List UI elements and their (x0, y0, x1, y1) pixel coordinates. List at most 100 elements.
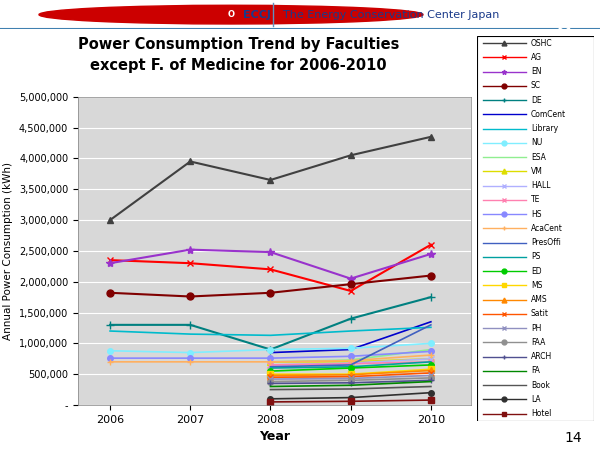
ESA (347, 357, 354, 363)
Text: Power Consumption Trend by Faculties
except F. of Medicine for 2006-2010: Power Consumption Trend by Faculties exc… (78, 37, 399, 73)
Satit (267, 374, 274, 380)
Line: Satit: Satit (268, 370, 434, 380)
LA (427, 390, 434, 396)
ESA (267, 359, 274, 364)
FA (427, 379, 434, 384)
Text: SC: SC (531, 81, 541, 90)
NU (347, 346, 354, 351)
AMS (427, 368, 434, 373)
Text: AG: AG (531, 53, 542, 62)
Text: FA: FA (531, 366, 539, 375)
Text: DE: DE (531, 96, 541, 105)
Text: Library: Library (531, 124, 558, 133)
AG (187, 261, 194, 266)
Line: DE: DE (106, 293, 435, 354)
AcaCent (187, 359, 194, 364)
MS (267, 372, 274, 377)
FA (347, 382, 354, 388)
Text: OSHC: OSHC (531, 39, 553, 48)
OSHC (187, 159, 194, 164)
AMS (347, 372, 354, 378)
Text: HALL: HALL (531, 181, 550, 190)
X-axis label: Year: Year (259, 430, 290, 443)
AcaCent (347, 358, 354, 363)
Y-axis label: Annual Power Consumption (kWh): Annual Power Consumption (kWh) (4, 162, 13, 340)
OSHC (106, 217, 113, 223)
HS (187, 356, 194, 361)
PS (427, 359, 434, 364)
Library (427, 324, 434, 330)
Line: ARCH: ARCH (268, 378, 434, 386)
Text: ESA: ESA (531, 153, 545, 162)
Book (427, 384, 434, 389)
Text: HS: HS (531, 210, 541, 219)
ED (267, 369, 274, 374)
Text: PS: PS (531, 252, 540, 261)
OSHC (347, 153, 354, 158)
Text: TE: TE (531, 195, 540, 204)
PS (347, 364, 354, 369)
Line: VM: VM (268, 356, 434, 364)
Line: Library: Library (110, 327, 431, 335)
DE (427, 294, 434, 300)
Text: ECCJ: ECCJ (243, 9, 271, 20)
Text: NU: NU (531, 139, 542, 148)
Line: PresOffi: PresOffi (271, 325, 431, 367)
Line: Hotel: Hotel (268, 397, 434, 405)
Satit (427, 370, 434, 376)
Line: HS: HS (107, 349, 434, 361)
Line: AG: AG (107, 241, 434, 294)
HALL (267, 362, 274, 368)
Line: MS: MS (268, 366, 434, 377)
FAA (427, 375, 434, 381)
FA (267, 384, 274, 389)
AG (427, 242, 434, 248)
SC (347, 281, 354, 287)
Library (106, 328, 113, 334)
AcaCent (106, 359, 113, 364)
Text: Book: Book (531, 381, 550, 390)
EN (427, 251, 434, 256)
Line: SC: SC (107, 272, 434, 300)
Text: Hotel: Hotel (531, 409, 551, 418)
Line: FA: FA (271, 382, 431, 387)
Line: ED: ED (268, 362, 434, 374)
HS (106, 356, 113, 361)
AMS (267, 373, 274, 378)
AG (267, 267, 274, 272)
Text: The Energy Conservation Center Japan: The Energy Conservation Center Japan (276, 9, 499, 20)
LA (267, 396, 274, 401)
Text: ComCent: ComCent (531, 110, 566, 119)
HALL (347, 360, 354, 366)
TE (427, 359, 434, 364)
PH (347, 376, 354, 381)
Text: 14: 14 (565, 432, 582, 446)
VM (267, 359, 274, 364)
EN (187, 247, 194, 252)
HS (267, 356, 274, 361)
Line: EN: EN (106, 246, 435, 283)
ARCH (267, 381, 274, 386)
VM (427, 356, 434, 361)
OSHC (267, 177, 274, 183)
Hotel (347, 399, 354, 404)
Text: ✿: ✿ (554, 17, 574, 37)
Hotel (267, 399, 274, 405)
PH (427, 373, 434, 378)
FAA (347, 378, 354, 383)
PresOffi (267, 364, 274, 369)
Circle shape (39, 5, 423, 24)
AG (106, 257, 113, 263)
ComCent (427, 319, 434, 324)
Text: VM: VM (531, 167, 542, 176)
MS (347, 372, 354, 377)
ComCent (267, 350, 274, 356)
Text: MS: MS (531, 281, 542, 290)
Line: PS: PS (271, 362, 431, 368)
MS (427, 367, 434, 372)
ComCent (347, 347, 354, 352)
PH (267, 376, 274, 382)
ARCH (347, 380, 354, 386)
Text: ARCH: ARCH (531, 352, 552, 361)
LA (347, 395, 354, 400)
